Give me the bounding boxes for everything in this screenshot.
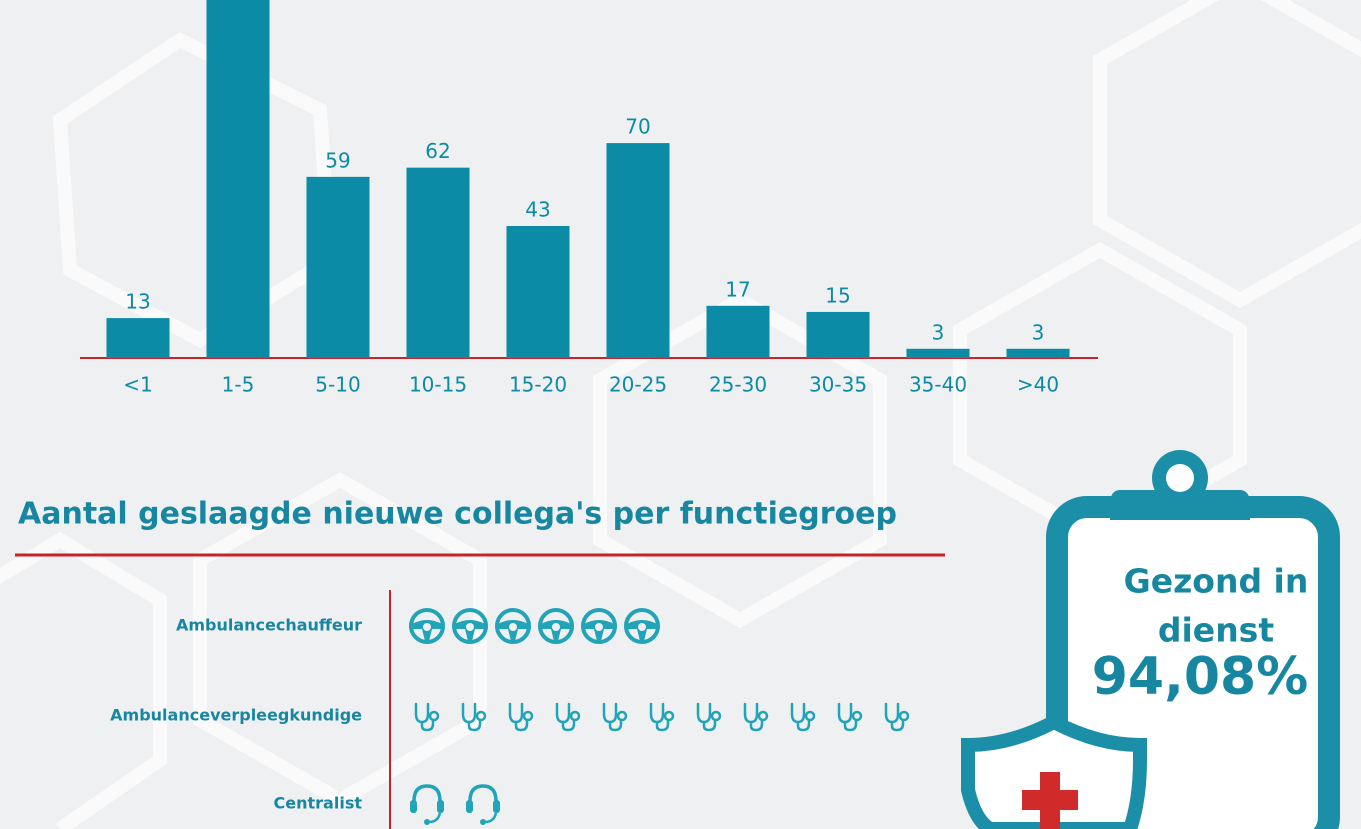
icon-part <box>665 712 673 720</box>
badge-line: Gezond in <box>1124 562 1309 601</box>
x-tick-label: 15-20 <box>509 373 567 397</box>
row-label: Ambulancechauffeur <box>176 616 362 635</box>
icon-part <box>595 623 603 631</box>
icon-part <box>806 712 814 720</box>
x-tick-label: <1 <box>123 373 152 397</box>
icon-part <box>571 712 579 720</box>
bar-value-label: 17 <box>725 277 750 301</box>
bar <box>207 0 270 358</box>
x-tick-label: 35-40 <box>909 373 967 397</box>
bar-value-label: 3 <box>932 320 945 344</box>
bar-value-label: 13 <box>125 290 150 314</box>
x-tick-label: 10-15 <box>409 373 467 397</box>
icon-part <box>466 623 474 631</box>
section-title: Aantal geslaagde nieuwe collega's per fu… <box>18 497 897 532</box>
badge-line: dienst <box>1158 611 1274 650</box>
x-tick-label: 30-35 <box>809 373 867 397</box>
x-tick-label: 5-10 <box>315 373 360 397</box>
bar <box>707 306 770 358</box>
bar <box>1007 349 1070 358</box>
x-tick-label: 1-5 <box>222 373 255 397</box>
x-tick-label: 25-30 <box>709 373 767 397</box>
icon-part <box>493 800 500 813</box>
bar-value-label: 15 <box>825 283 850 307</box>
icon-part <box>712 712 720 720</box>
icon-part <box>410 800 417 813</box>
bar <box>407 168 470 358</box>
icon-part <box>638 623 646 631</box>
row-label: Ambulanceverpleegkundige <box>110 706 362 725</box>
icon-part <box>480 819 486 825</box>
row-label: Centralist <box>274 794 363 813</box>
icon-row <box>411 610 658 642</box>
x-tick-label: 20-25 <box>609 373 667 397</box>
icon-part <box>414 786 440 806</box>
bar <box>507 226 570 358</box>
bar-value-label: 3 <box>1032 320 1045 344</box>
bar <box>107 318 170 358</box>
bar <box>807 312 870 358</box>
bar-value-label: 43 <box>525 197 550 221</box>
page: Aantal geslaagde nieuwe collega's per fu… <box>0 0 1361 829</box>
bar <box>607 143 670 358</box>
icon-part <box>900 712 908 720</box>
icon-row <box>410 786 500 825</box>
icon-part <box>618 712 626 720</box>
icon-row <box>416 704 908 730</box>
bar <box>307 177 370 358</box>
clipboard <box>968 450 1329 829</box>
icon-part <box>423 623 431 631</box>
bar-value-label: 59 <box>325 148 350 172</box>
icon-part <box>509 623 517 631</box>
icon-part <box>759 712 767 720</box>
badge-value: 94,08% <box>1092 647 1309 707</box>
icon-part <box>470 786 496 806</box>
icon-part <box>853 712 861 720</box>
bar-value-label: 62 <box>425 139 450 163</box>
icon-part <box>485 813 496 822</box>
infographic: Aantal geslaagde nieuwe collega's per fu… <box>0 0 1361 829</box>
bar <box>907 349 970 358</box>
icon-part <box>524 712 532 720</box>
icon-part <box>552 623 560 631</box>
x-tick-label: >40 <box>1017 373 1059 397</box>
icon-part <box>430 712 438 720</box>
icon-part <box>424 819 430 825</box>
icon-part <box>466 800 473 813</box>
icon-part <box>429 813 440 822</box>
bar-value-label: 70 <box>625 115 650 139</box>
icon-part <box>437 800 444 813</box>
